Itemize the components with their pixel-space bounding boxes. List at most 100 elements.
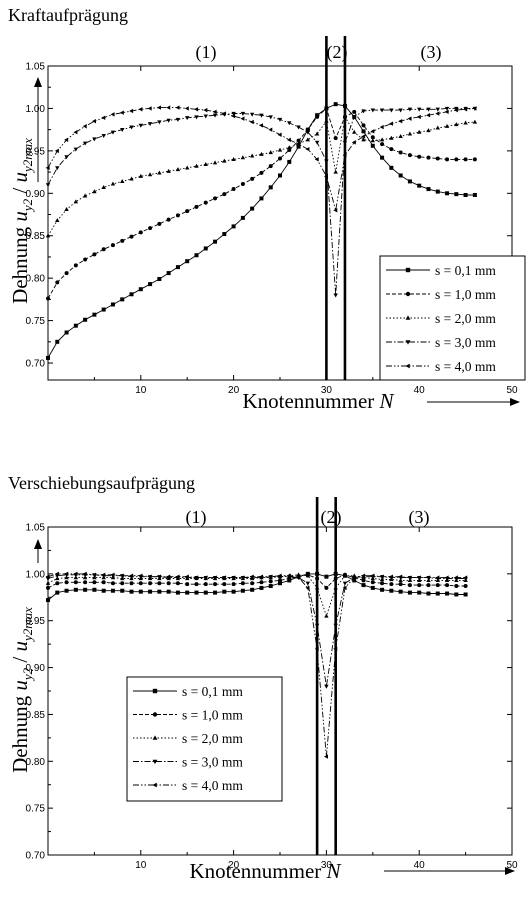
data-point bbox=[333, 102, 338, 107]
data-point bbox=[129, 125, 134, 130]
data-point bbox=[426, 575, 431, 580]
data-point bbox=[250, 176, 255, 181]
data-point bbox=[324, 613, 329, 618]
data-point bbox=[454, 122, 459, 127]
x-tick-label: 10 bbox=[135, 385, 147, 396]
data-point bbox=[398, 578, 403, 583]
data-point bbox=[342, 140, 348, 145]
data-point bbox=[379, 124, 384, 130]
data-point bbox=[435, 107, 440, 112]
data-point bbox=[324, 106, 329, 111]
data-point bbox=[445, 157, 450, 162]
data-point bbox=[314, 157, 319, 162]
data-point bbox=[361, 134, 366, 139]
data-point bbox=[46, 585, 50, 590]
data-point bbox=[120, 581, 125, 586]
data-point bbox=[324, 174, 328, 179]
data-point bbox=[435, 189, 440, 194]
data-point bbox=[110, 572, 115, 577]
data-point bbox=[463, 157, 468, 162]
data-point bbox=[268, 584, 273, 589]
data-point bbox=[82, 124, 87, 129]
data-point bbox=[333, 136, 338, 141]
data-point bbox=[426, 128, 431, 133]
data-point bbox=[315, 114, 320, 119]
data-point bbox=[240, 155, 246, 160]
data-point bbox=[222, 192, 227, 197]
data-point bbox=[231, 582, 236, 587]
data-point bbox=[445, 191, 450, 196]
data-point bbox=[119, 573, 124, 578]
data-point bbox=[110, 130, 116, 135]
data-point bbox=[138, 581, 143, 586]
data-point bbox=[277, 117, 283, 122]
data-point bbox=[444, 106, 450, 111]
data-point bbox=[361, 137, 366, 142]
data-point bbox=[417, 154, 422, 159]
series-1 bbox=[46, 571, 468, 603]
data-point bbox=[380, 581, 385, 586]
data-point bbox=[222, 158, 227, 163]
legend-marker bbox=[405, 315, 411, 320]
data-point bbox=[45, 233, 51, 238]
data-point bbox=[314, 646, 319, 652]
x-axis-label: Knotennummer N bbox=[189, 859, 341, 883]
data-point bbox=[120, 179, 125, 184]
data-point bbox=[147, 122, 153, 127]
data-point bbox=[194, 582, 199, 587]
data-point bbox=[250, 581, 255, 586]
series-4 bbox=[45, 106, 478, 298]
data-point bbox=[166, 574, 171, 579]
data-point bbox=[110, 588, 115, 593]
data-point bbox=[92, 575, 97, 580]
data-point bbox=[370, 138, 375, 143]
series-3 bbox=[45, 572, 468, 618]
data-point bbox=[231, 156, 236, 161]
region-label-2: (2) bbox=[327, 42, 348, 63]
data-point bbox=[148, 226, 153, 231]
data-point bbox=[203, 162, 208, 167]
region-label-1: (1) bbox=[186, 507, 207, 528]
data-point bbox=[203, 590, 208, 595]
data-point bbox=[324, 754, 328, 759]
data-point bbox=[389, 582, 394, 587]
data-point bbox=[129, 176, 134, 181]
data-point bbox=[45, 165, 50, 171]
x-tick-label: 50 bbox=[506, 385, 518, 396]
y-tick-label: 0.85 bbox=[26, 710, 46, 721]
data-point bbox=[286, 137, 291, 143]
y-tick-label: 0.75 bbox=[26, 804, 46, 815]
data-point bbox=[389, 588, 394, 593]
x-tick-label: 30 bbox=[321, 385, 333, 396]
data-point bbox=[240, 588, 245, 593]
series-5 bbox=[45, 105, 477, 213]
data-point bbox=[407, 107, 413, 112]
data-point bbox=[426, 107, 431, 112]
data-point bbox=[185, 116, 190, 121]
data-point bbox=[268, 115, 273, 120]
data-point bbox=[463, 584, 468, 589]
data-point bbox=[407, 153, 412, 158]
data-point bbox=[388, 121, 393, 126]
y-tick-label: 0.80 bbox=[26, 757, 46, 768]
data-point bbox=[73, 323, 78, 328]
data-point bbox=[157, 170, 162, 175]
data-point bbox=[305, 573, 311, 578]
data-point bbox=[361, 583, 366, 588]
series-line bbox=[47, 574, 466, 687]
data-point bbox=[166, 105, 171, 110]
data-point bbox=[296, 144, 301, 149]
data-point bbox=[370, 580, 375, 585]
data-point bbox=[147, 172, 153, 177]
data-point bbox=[407, 179, 412, 184]
data-point bbox=[407, 578, 413, 583]
data-point bbox=[333, 576, 338, 581]
data-point bbox=[120, 588, 125, 593]
data-point bbox=[361, 129, 366, 134]
data-point bbox=[314, 131, 320, 136]
data-point bbox=[222, 589, 227, 594]
data-point bbox=[268, 579, 273, 584]
data-point bbox=[444, 575, 449, 580]
data-point bbox=[416, 114, 421, 120]
data-point bbox=[184, 106, 189, 111]
